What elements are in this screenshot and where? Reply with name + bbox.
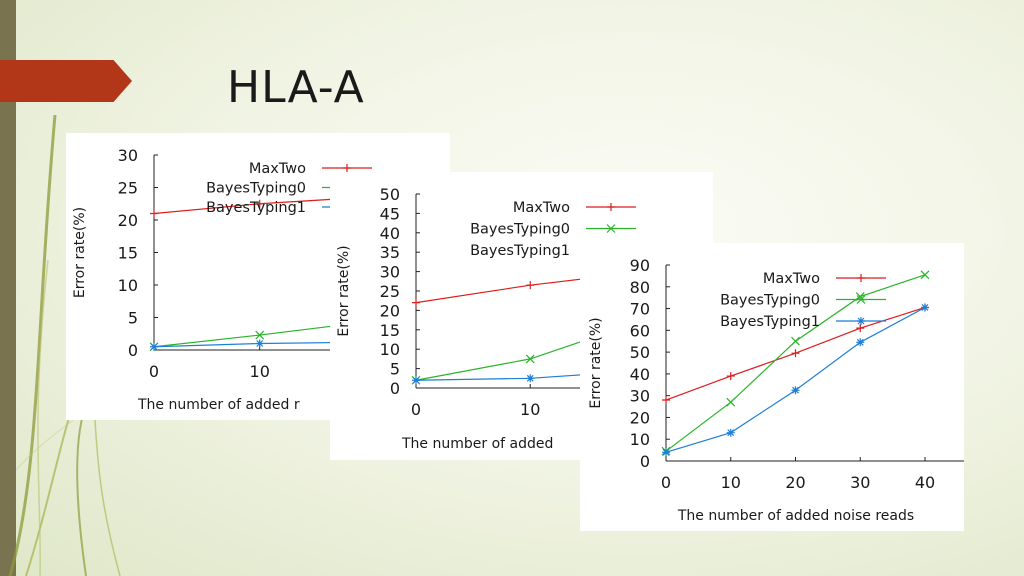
y-tick-label: 10 [118,276,138,295]
y-tick-label: 70 [630,300,650,319]
legend-marker [343,164,351,172]
y-tick-label: 0 [390,379,400,398]
data-point-BayesTyping1 [662,448,670,457]
x-tick-label: 0 [149,362,159,381]
legend-marker [606,224,616,233]
data-point-BayesTyping0 [920,270,930,280]
data-point-MaxTwo [150,209,158,218]
legend-marker [856,295,866,304]
legend-label: BayesTyping0 [720,293,820,309]
data-point-BayesTyping1 [921,303,929,312]
x-tick-label: 0 [661,473,671,492]
data-point-BayesTyping0 [525,354,535,364]
data-point-MaxTwo [255,199,264,208]
y-tick-label: 50 [630,343,650,362]
y-tick-label: 10 [380,340,400,359]
y-tick-label: 90 [630,256,650,275]
left-accent-bar [0,0,16,576]
y-tick-label: 45 [380,204,400,223]
y-axis-label: Error rate(%) [336,245,352,336]
y-tick-label: 15 [380,321,400,340]
data-point-BayesTyping1 [255,339,264,348]
data-point-BayesTyping1 [726,428,735,437]
data-point-BayesTyping1 [791,386,800,395]
data-point-MaxTwo [412,298,420,307]
y-tick-label: 30 [630,387,650,406]
legend-marker [857,317,865,325]
y-tick-label: 25 [380,282,400,301]
x-tick-label: 20 [785,473,805,492]
y-tick-label: 5 [390,360,400,379]
legend-label: MaxTwo [513,200,570,216]
slide-title: HLA-A [227,62,365,113]
y-tick-label: 80 [630,278,650,297]
y-tick-label: 30 [118,146,138,165]
data-point-BayesTyping1 [150,342,158,351]
chart-panel-3: 0 10 20 30 40 50 60 70 80 90 0 10 20 30 40 The number o… [580,243,964,531]
legend-label: MaxTwo [249,161,306,177]
y-tick-label: 10 [630,430,650,449]
y-tick-label: 20 [118,211,138,230]
legend-label: BayesTyping0 [470,222,570,238]
y-tick-label: 0 [640,452,650,471]
legend-label: BayesTyping1 [470,243,570,259]
x-tick-label: 0 [411,400,421,419]
y-tick-label: 0 [128,341,138,360]
y-axis-label: Error rate(%) [72,207,88,298]
data-point-BayesTyping1 [526,374,535,383]
x-tick-label: 10 [250,362,270,381]
x-axis-label: The number of added r [137,397,300,413]
legend-label: BayesTyping1 [206,200,306,216]
data-point-BayesTyping0 [791,336,800,346]
data-point-MaxTwo [662,396,670,405]
x-axis-label: The number of added [401,436,553,452]
data-point-MaxTwo [526,281,535,290]
y-tick-label: 15 [118,244,138,263]
legend-marker [857,274,865,282]
y-tick-label: 30 [380,263,400,282]
title-arrow-banner [0,60,132,102]
x-tick-label: 10 [721,473,741,492]
data-point-BayesTyping0 [726,397,736,407]
x-tick-label: 40 [915,473,935,492]
x-axis-label: The number of added noise reads [677,508,914,524]
legend-marker [607,203,615,211]
y-tick-label: 35 [380,243,400,262]
y-axis-label: Error rate(%) [588,317,604,408]
legend-label: MaxTwo [763,271,820,287]
y-tick-label: 40 [380,224,400,243]
data-point-MaxTwo [726,372,735,381]
legend-label: BayesTyping1 [720,314,820,330]
y-tick-label: 60 [630,321,650,340]
y-tick-label: 40 [630,365,650,384]
y-tick-label: 50 [380,185,400,204]
data-point-BayesTyping0 [255,330,265,340]
y-tick-label: 20 [380,301,400,320]
x-tick-label: 10 [520,400,540,419]
y-tick-label: 5 [128,309,138,328]
legend-label: BayesTyping0 [206,181,306,197]
x-tick-label: 30 [850,473,870,492]
y-tick-label: 20 [630,408,650,427]
data-point-MaxTwo [856,324,865,333]
data-point-BayesTyping1 [412,376,420,385]
data-point-BayesTyping1 [856,338,865,347]
chart-1: 05101520253001020The number of added rEr… [72,146,450,413]
y-tick-label: 25 [118,179,138,198]
data-point-MaxTwo [791,349,800,358]
chart-2: 0510152025303540455001020The number of a… [336,185,713,452]
